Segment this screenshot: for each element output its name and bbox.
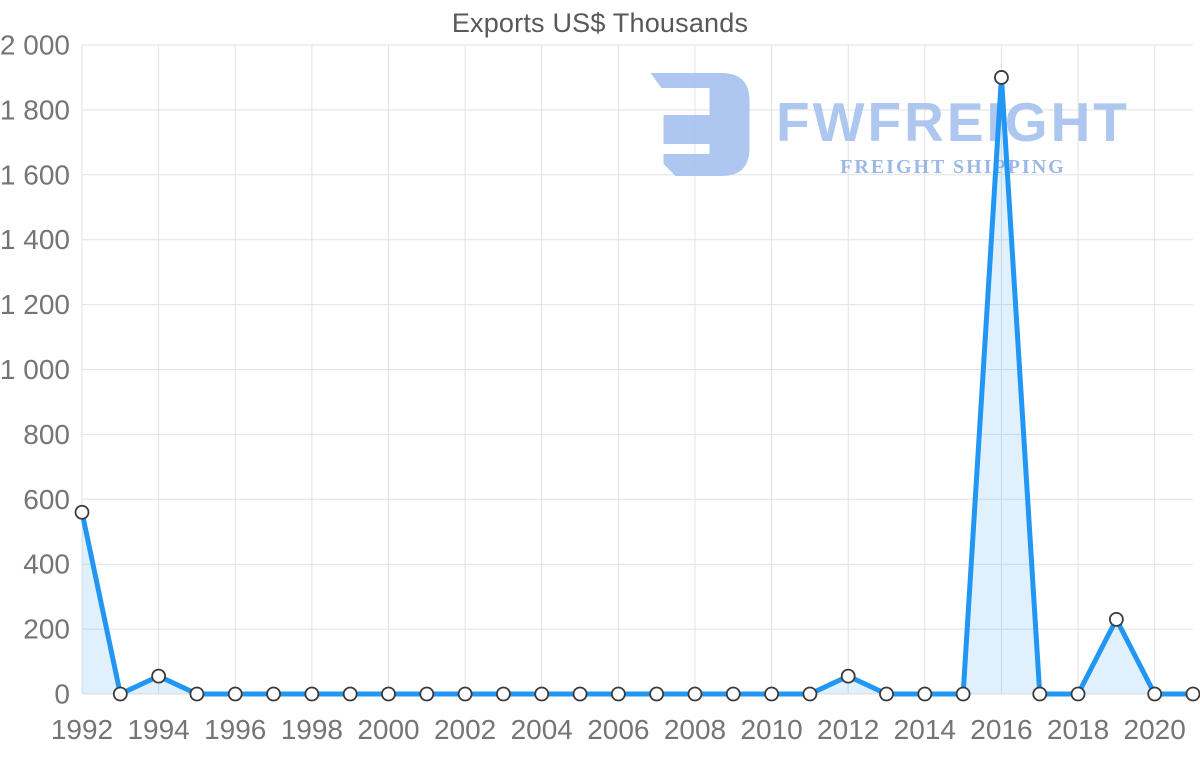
y-axis-tick-label: 200 — [23, 614, 70, 645]
data-point-marker — [1070, 686, 1086, 702]
data-point-marker — [189, 686, 205, 702]
y-axis-tick-label: 800 — [23, 419, 70, 450]
x-axis-tick-label: 2004 — [511, 714, 573, 745]
y-axis-tick-label: 0 — [54, 679, 70, 710]
data-point-marker — [1032, 686, 1048, 702]
data-point-marker — [802, 686, 818, 702]
x-axis-tick-label: 2020 — [1124, 714, 1186, 745]
data-point-marker — [112, 686, 128, 702]
y-axis-tick-label: 400 — [23, 549, 70, 580]
x-axis-tick-label: 2016 — [970, 714, 1032, 745]
data-point-marker — [610, 686, 626, 702]
x-axis-tick-label: 1992 — [51, 714, 113, 745]
y-axis-tick-label: 1 400 — [0, 224, 70, 255]
x-axis-tick-label: 2018 — [1047, 714, 1109, 745]
data-point-marker — [879, 686, 894, 702]
x-axis-tick-label: 2010 — [740, 714, 802, 745]
data-point-marker — [381, 686, 396, 702]
y-axis-tick-label: 1 000 — [0, 354, 70, 385]
x-axis-tick-label: 2012 — [817, 714, 879, 745]
y-axis-tick-label: 1 800 — [0, 94, 70, 125]
x-axis-tick-label: 1994 — [127, 714, 189, 745]
data-point-marker — [917, 686, 933, 702]
data-point-marker — [304, 686, 320, 702]
chart-title: Exports US$ Thousands — [451, 8, 749, 38]
data-point-marker — [227, 686, 243, 702]
data-point-marker — [725, 686, 741, 702]
data-point-marker — [74, 504, 90, 520]
series-area-fill — [82, 77, 1193, 694]
data-point-marker — [994, 70, 1009, 85]
x-axis-tick-label: 2014 — [894, 714, 956, 745]
x-axis-tick-label: 2008 — [664, 714, 726, 745]
data-point-marker — [955, 686, 971, 702]
data-point-marker — [687, 686, 703, 702]
data-point-marker — [457, 686, 473, 702]
x-axis-tick-label: 2006 — [587, 714, 649, 745]
data-point-marker — [764, 686, 779, 702]
x-axis-tick-label: 2002 — [434, 714, 496, 745]
data-point-marker — [1147, 686, 1163, 702]
data-point-marker — [496, 686, 511, 702]
data-point-marker — [1185, 686, 1200, 702]
y-axis-tick-label: 2 000 — [0, 30, 70, 61]
data-point-marker — [342, 686, 358, 702]
y-axis-tick-label: 600 — [23, 484, 70, 515]
data-point-marker — [151, 668, 167, 684]
data-point-marker — [649, 686, 665, 702]
x-axis-tick-label: 2000 — [357, 714, 419, 745]
data-point-marker — [419, 686, 435, 702]
data-point-marker — [840, 668, 856, 684]
y-axis-tick-label: 1 600 — [0, 159, 70, 190]
x-axis-tick-label: 1998 — [281, 714, 343, 745]
data-point-marker — [572, 686, 588, 702]
y-axis-tick-label: 1 200 — [0, 289, 70, 320]
data-point-marker — [1108, 611, 1124, 627]
data-point-marker — [534, 686, 550, 702]
x-axis-tick-label: 1996 — [204, 714, 266, 745]
data-point-marker — [266, 686, 281, 702]
